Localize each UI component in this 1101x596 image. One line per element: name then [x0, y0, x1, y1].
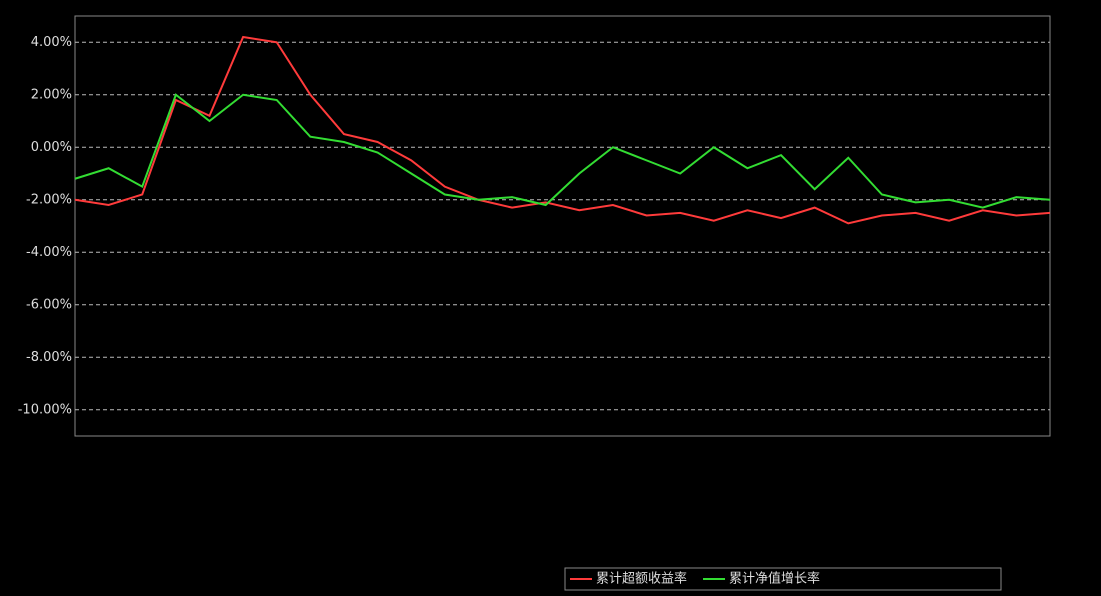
- legend-label: 累计净值增长率: [729, 571, 820, 587]
- y-tick-label: 2.00%: [31, 87, 72, 102]
- y-tick-label: -4.00%: [26, 245, 72, 260]
- series-line: [74, 93, 1051, 209]
- legend-label: 累计超额收益率: [596, 571, 687, 587]
- legend-box: [564, 567, 1002, 591]
- y-tick-label: -8.00%: [26, 350, 72, 365]
- plot-frame: [74, 15, 1051, 437]
- y-tick-label: -2.00%: [26, 192, 72, 207]
- y-tick-label: 0.00%: [31, 140, 72, 155]
- y-tick-label: 4.00%: [31, 35, 72, 50]
- series-line: [74, 35, 1051, 225]
- y-tick-label: -6.00%: [26, 297, 72, 312]
- y-tick-label: -10.00%: [18, 402, 72, 417]
